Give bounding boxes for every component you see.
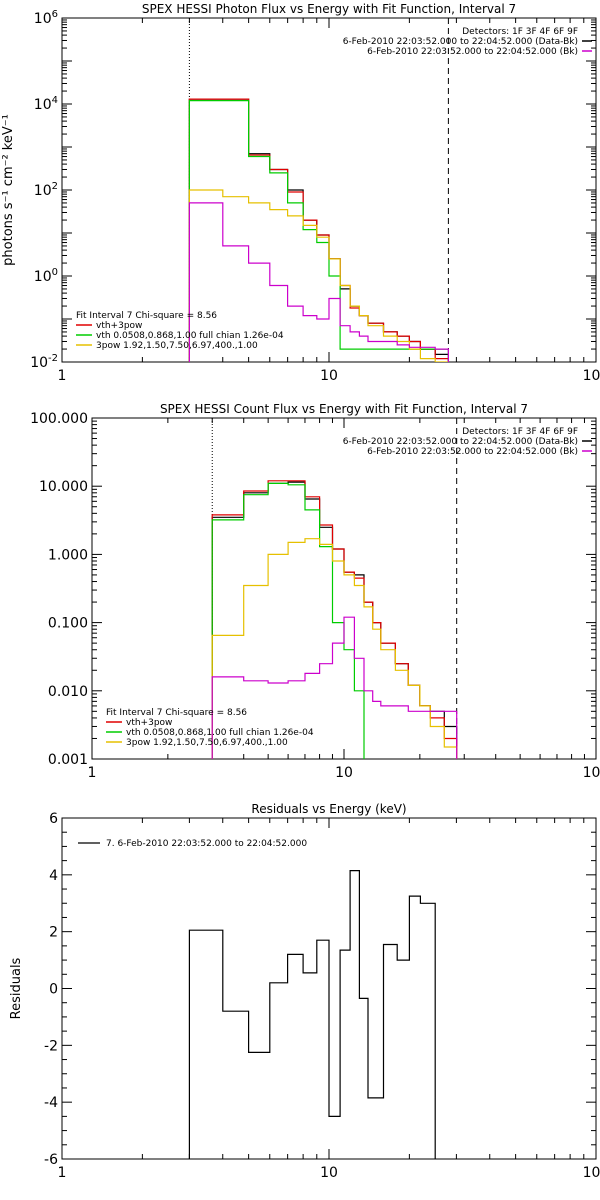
chart-title: SPEX HESSI Count Flux vs Energy with Fit… bbox=[160, 402, 528, 416]
y-tick-label: 100 bbox=[34, 267, 58, 285]
y-tick-label: 0.010 bbox=[48, 684, 88, 700]
y-tick-label: 104 bbox=[34, 95, 58, 113]
y-tick-label: -6 bbox=[44, 1152, 58, 1168]
x-tick-label: 100 bbox=[583, 765, 600, 781]
info-line: 6-Feb-2010 22:03:52.000 to 22:04:52.000 … bbox=[343, 37, 578, 47]
series-5-line bbox=[188, 202, 449, 362]
y-tick-exponent: 6 bbox=[52, 9, 58, 20]
chart-title: Residuals vs Energy (keV) bbox=[251, 802, 406, 816]
series-group bbox=[211, 480, 458, 759]
series-group bbox=[188, 98, 449, 362]
y-tick-exponent: 2 bbox=[52, 181, 58, 192]
y-tick-label: 10.000 bbox=[39, 479, 88, 495]
series-2-line bbox=[211, 480, 458, 759]
legend-item: vth 0.0508,0.868,1.00 full chian 1.26e-0… bbox=[96, 331, 284, 341]
info-line: 6-Feb-2010 22:03:52.000 to 22:04:52.000 … bbox=[367, 447, 578, 457]
series-1-line bbox=[188, 98, 449, 362]
legend-header: Fit Interval 7 Chi-square = 8.56 bbox=[76, 311, 217, 321]
info-line: Detectors: 1F 3F 4F 6F 9F bbox=[462, 27, 578, 37]
legend-item: 3pow 1.92,1.50,7.50,6.97,400.,1.00 bbox=[96, 341, 258, 351]
y-tick-label: -2 bbox=[44, 1038, 58, 1054]
x-tick-label: 1 bbox=[58, 368, 67, 384]
x-tick-label: 10 bbox=[320, 368, 338, 384]
y-tick-label: 0 bbox=[49, 982, 58, 998]
series-2-line bbox=[188, 98, 449, 362]
panel-3: Residuals vs Energy (keV) 1 10 100 -6 -4 -2 0 2 4… bbox=[9, 802, 600, 1181]
x-tick-label: 10 bbox=[320, 1165, 338, 1181]
y-tick-base: 10 bbox=[34, 269, 52, 285]
y-tick-label: 106 bbox=[34, 9, 58, 27]
series-group bbox=[188, 870, 436, 1159]
series-5-line bbox=[211, 616, 458, 759]
series-4-line bbox=[211, 538, 458, 759]
y-tick-exponent: 0 bbox=[52, 267, 58, 278]
legend-item: vth+3pow bbox=[96, 321, 142, 331]
info-line: Detectors: 1F 3F 4F 6F 9F bbox=[462, 427, 578, 437]
legend-item: vth 0.0508,0.868,1.00 full chian 1.26e-0… bbox=[126, 728, 314, 738]
y-tick-label: 4 bbox=[49, 868, 58, 884]
series-3-line bbox=[188, 100, 449, 362]
legend-header: Fit Interval 7 Chi-square = 8.56 bbox=[106, 708, 247, 718]
y-tick-label: 1.000 bbox=[48, 547, 88, 563]
legend-item: 7. 6-Feb-2010 22:03:52.000 to 22:04:52.0… bbox=[106, 839, 307, 849]
info-line: 6-Feb-2010 22:03:52.000 to 22:04:52.000 … bbox=[343, 437, 578, 447]
y-tick-base: 10 bbox=[30, 355, 48, 371]
legend-item: 3pow 1.92,1.50,7.50,6.97,400.,1.00 bbox=[126, 738, 288, 748]
series-1-line bbox=[188, 870, 436, 1159]
y-tick-exponent: 4 bbox=[52, 95, 58, 106]
y-tick-base: 10 bbox=[34, 11, 52, 27]
x-tick-label: 100 bbox=[583, 1165, 600, 1181]
y-axis-label: Residuals bbox=[9, 957, 24, 1019]
y-tick-label: 0.100 bbox=[48, 616, 88, 632]
y-tick-label: 100.000 bbox=[30, 411, 88, 427]
panel-2: SPEX HESSI Count Flux vs Energy with Fit… bbox=[30, 402, 600, 781]
y-axis-label: photons s⁻¹ cm⁻² keV⁻¹ bbox=[1, 114, 16, 266]
chart-title: SPEX HESSI Photon Flux vs Energy with Fi… bbox=[142, 2, 516, 16]
x-tick-label: 10 bbox=[335, 765, 353, 781]
y-tick-base: 10 bbox=[34, 97, 52, 113]
y-tick-label: -4 bbox=[44, 1095, 58, 1111]
y-tick-label: 6 bbox=[49, 811, 58, 827]
series-4-line bbox=[188, 189, 449, 362]
panel-1: SPEX HESSI Photon Flux vs Energy with Fi… bbox=[1, 2, 600, 384]
y-tick-label: 0.001 bbox=[48, 752, 88, 768]
y-tick-label: 10-2 bbox=[30, 353, 58, 371]
y-tick-base: 10 bbox=[34, 183, 52, 199]
x-tick-label: 1 bbox=[58, 1165, 67, 1181]
y-tick-label: 102 bbox=[34, 181, 58, 199]
x-tick-label: 100 bbox=[583, 368, 600, 384]
y-tick-label: 2 bbox=[49, 925, 58, 941]
y-tick-exponent: -2 bbox=[48, 353, 58, 364]
info-line: 6-Feb-2010 22:03:52.000 to 22:04:52.000 … bbox=[367, 47, 578, 57]
x-tick-label: 1 bbox=[88, 765, 97, 781]
legend-item: vth+3pow bbox=[126, 718, 172, 728]
series-1-line bbox=[211, 481, 458, 759]
